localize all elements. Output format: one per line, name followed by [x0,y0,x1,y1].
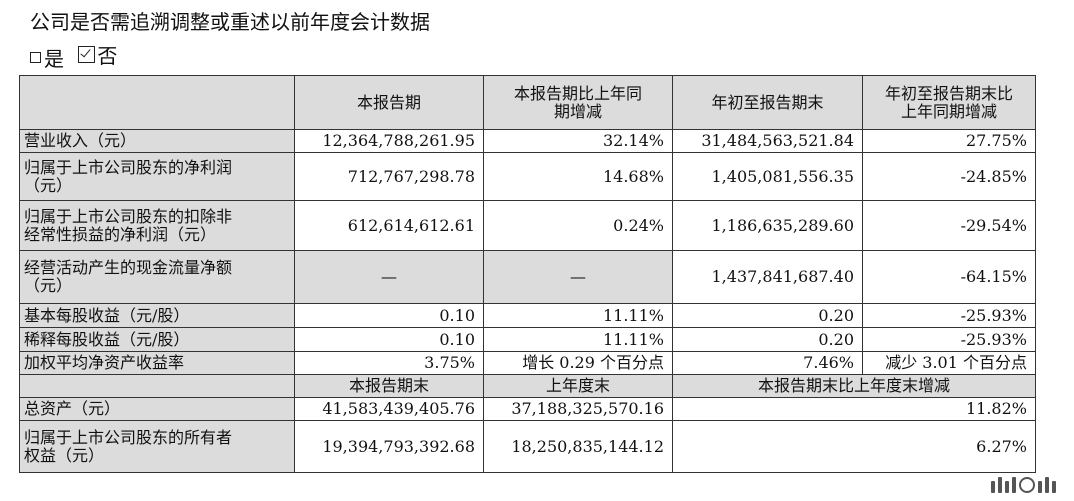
page-heading: 公司是否需追溯调整或重述以前年度会计数据 [30,10,430,34]
row-label: 营业收入（元） [19,129,295,153]
cell-value: 0.24% [483,200,673,251]
financial-data-table: 本报告期 本报告期比上年同 期增减 年初至报告期末 年初至报告期末比 上年同期增减 … [19,75,1036,473]
table-row: 经营活动产生的现金流量净额 （元） — — 1,437,841,687.40 -6… [19,250,1036,304]
cell-value: 12,364,788,261.95 [294,129,484,153]
table-header-row: 本报告期 本报告期比上年同 期增减 年初至报告期末 年初至报告期末比 上年同期增减 [19,75,1036,130]
watermark-icon [987,475,1060,495]
row-label: 归属于上市公司股东的扣除非 经常性损益的净利润（元） [19,200,295,251]
table-row: 加权平均净资产收益率 3.75% 增长 0.29 个百分点 7.46% 减少 3… [19,351,1036,375]
option-no-label: 否 [97,44,118,68]
header-current-period-change: 本报告期比上年同 期增减 [483,75,673,130]
cell-value: 6.27% [672,420,1036,473]
row-label: 总资产（元） [19,397,295,421]
cell-value: 31,484,563,521.84 [672,129,863,153]
cell-value: 37,188,325,570.16 [483,397,673,421]
table-row: 归属于上市公司股东的扣除非 经常性损益的净利润（元） 612,614,612.61… [19,200,1036,251]
cell-value: 18,250,835,144.12 [483,420,673,473]
table-row: 归属于上市公司股东的净利润 （元） 712,767,298.78 14.68% 1… [19,152,1036,201]
row-label: 加权平均净资产收益率 [19,351,295,375]
cell-value: 0.20 [672,327,863,352]
header2-blank-cell [19,374,295,398]
cell-value: 0.10 [294,327,484,352]
cell-value: -25.93% [862,327,1036,352]
cell-value: 11.82% [672,397,1036,421]
cell-value: -29.54% [862,200,1036,251]
row-label: 归属于上市公司股东的净利润 （元） [19,152,295,201]
row-label: 归属于上市公司股东的所有者 权益（元） [19,420,295,473]
table-row: 营业收入（元） 12,364,788,261.95 32.14% 31,484,… [19,129,1036,153]
cell-value: -25.93% [862,303,1036,328]
cell-value: -24.85% [862,152,1036,201]
cell-value: 712,767,298.78 [294,152,484,201]
row-label: 基本每股收益（元/股） [19,303,295,328]
table-row: 基本每股收益（元/股） 0.10 11.11% 0.20 -25.93% [19,303,1036,328]
cell-value: 41,583,439,405.76 [294,397,484,421]
header-current-period: 本报告期 [294,75,484,130]
header2-change: 本报告期末比上年度末增减 [672,374,1036,398]
cell-value: 32.14% [483,129,673,153]
cell-value: -64.15% [862,250,1036,304]
cell-value: — [483,250,673,304]
restatement-options: 是 否 [30,40,117,72]
cell-value: 0.10 [294,303,484,328]
option-yes[interactable]: 是 [30,43,64,72]
checked-box-icon[interactable] [78,46,96,63]
table-row: 稀释每股收益（元/股） 0.10 11.11% 0.20 -25.93% [19,327,1036,352]
cell-value: 3.75% [294,351,484,375]
table-row: 归属于上市公司股东的所有者 权益（元） 19,394,793,392.68 18,… [19,420,1036,473]
header-blank-cell [19,75,295,130]
cell-value: 612,614,612.61 [294,200,484,251]
header2-prior-year-end: 上年度末 [483,374,673,398]
cell-value: 减少 3.01 个百分点 [862,351,1036,375]
row-label: 经营活动产生的现金流量净额 （元） [19,250,295,304]
cell-value: 14.68% [483,152,673,201]
cell-value: 19,394,793,392.68 [294,420,484,473]
cell-value: — [294,250,484,304]
unchecked-box-icon[interactable] [30,52,41,63]
table-row: 总资产（元） 41,583,439,405.76 37,188,325,570.… [19,397,1036,421]
cell-value: 增长 0.29 个百分点 [483,351,673,375]
cell-value: 27.75% [862,129,1036,153]
cell-value: 0.20 [672,303,863,328]
header-ytd-change: 年初至报告期末比 上年同期增减 [862,75,1036,130]
cell-value: 7.46% [672,351,863,375]
header-ytd: 年初至报告期末 [672,75,863,130]
cell-value: 1,186,635,289.60 [672,200,863,251]
cell-value: 11.11% [483,327,673,352]
option-no[interactable]: 否 [70,40,117,69]
row-label: 稀释每股收益（元/股） [19,327,295,352]
cell-value: 1,437,841,687.40 [672,250,863,304]
header2-period-end: 本报告期末 [294,374,484,398]
option-yes-label: 是 [44,47,64,71]
cell-value: 1,405,081,556.35 [672,152,863,201]
table-header-row-2: 本报告期末 上年度末 本报告期末比上年度末增减 [19,374,1036,398]
cell-value: 11.11% [483,303,673,328]
